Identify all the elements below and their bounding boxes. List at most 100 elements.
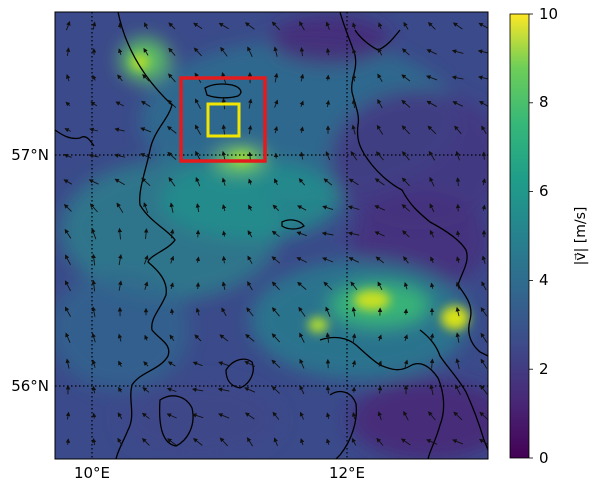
wind-arrow [375,256,384,264]
wind-arrow [91,385,97,394]
wind-arrow [271,359,281,369]
wind-arrow [271,281,280,291]
wind-arrow [455,256,461,264]
wind-arrow [142,74,150,82]
wind-arrow [403,410,409,421]
wind-arrow [454,125,462,135]
wind-arrow [141,437,150,446]
coastline-laeso [204,83,242,99]
wind-arrow [273,72,279,83]
wind-arrow [219,437,229,447]
wind-arrow [323,281,333,291]
wind-arrow [221,150,227,161]
wind-arrow [455,332,460,343]
wind-arrow [117,74,123,82]
wind-arrow [455,230,461,237]
wind-arrow [91,21,97,30]
lon-label-12: 12°E [329,464,365,482]
longitude-labels: 10°E 12°E [74,464,365,482]
wind-arrow [143,47,149,56]
wind-arrow [220,46,228,57]
wind-arrow [351,124,356,135]
wind-arrow [481,151,487,160]
wind-arrow [271,21,280,31]
wind-arrow [401,125,411,135]
wind-arrow [88,179,99,185]
wind-arrow [401,48,410,56]
wind-arrow [272,204,280,212]
wind-arrow [273,437,278,446]
wind-arrow [169,255,175,264]
wind-arrow [193,47,202,57]
wind-arrow [91,438,97,446]
wind-arrow [91,332,96,343]
wind-arrow [167,99,177,109]
wind-arrow [322,257,334,263]
wind-arrow [325,74,331,81]
wind-arrow [221,204,227,212]
lon-label-10: 10°E [74,464,110,482]
wind-arrow [271,256,281,264]
wind-arrow [479,411,488,420]
wind-arrow [351,333,357,342]
wind-arrow [455,177,461,187]
wind-arrow [64,306,71,317]
wind-arrow [452,22,463,30]
wind-arrow [299,332,305,343]
wind-arrow [273,46,278,57]
wind-arrow [478,75,488,80]
colorbar-label: |v⃗| [m/s] [573,207,589,266]
wind-arrow [480,332,488,343]
wind-arrow [195,307,201,316]
wind-arrow [221,307,227,317]
wind-arrow [244,22,255,30]
wind-arrow [217,387,230,392]
wind-arrow [325,47,331,56]
wind-arrow [455,281,461,290]
wind-arrow [91,306,96,317]
wind-arrow [117,412,123,420]
wind-arrow [271,230,280,238]
wind-arrow [89,127,99,133]
wind-arrow [91,359,97,368]
wind-arrow [427,125,437,135]
wind-arrow [221,255,227,264]
wind-arrow [144,22,149,30]
colorbar-tick-8: 8 [539,93,549,111]
wind-arrow [377,360,382,367]
wind-arrow [64,128,72,133]
wind-arrow [296,231,307,237]
wind-arrow [65,74,71,82]
wind-arrow [347,205,360,210]
wind-arrow [248,204,253,211]
wind-arrow [478,438,488,445]
wind-arrow [351,99,357,109]
wind-arrow [117,437,123,446]
wind-arrow [271,333,281,343]
wind-arrow [429,333,435,343]
colorbar: 0 2 4 6 8 10 |v⃗| [m/s] [509,5,589,467]
wind-arrow [169,282,175,290]
wind-arrow [272,411,280,420]
wind-arrow [429,176,435,187]
wind-arrow [248,98,253,109]
wind-arrow [351,412,357,420]
wind-arrow [297,205,307,211]
wind-arrow [140,153,152,159]
wind-arrow [299,438,305,446]
wind-arrow [166,387,177,392]
wind-arrow [195,176,201,187]
wind-arrow [167,438,177,446]
wind-arrow [142,387,150,393]
wind-arrow [401,177,410,187]
wind-arrow [65,358,70,369]
wind-arrow [429,229,435,238]
wind-arrow [194,124,201,135]
wind-arrow [376,437,384,446]
wind-arrow [248,178,253,185]
wind-arrow [218,22,229,30]
wind-arrow [347,231,360,236]
wind-arrow [167,151,177,160]
wind-arrow [114,178,125,186]
wind-arrow [192,438,203,446]
